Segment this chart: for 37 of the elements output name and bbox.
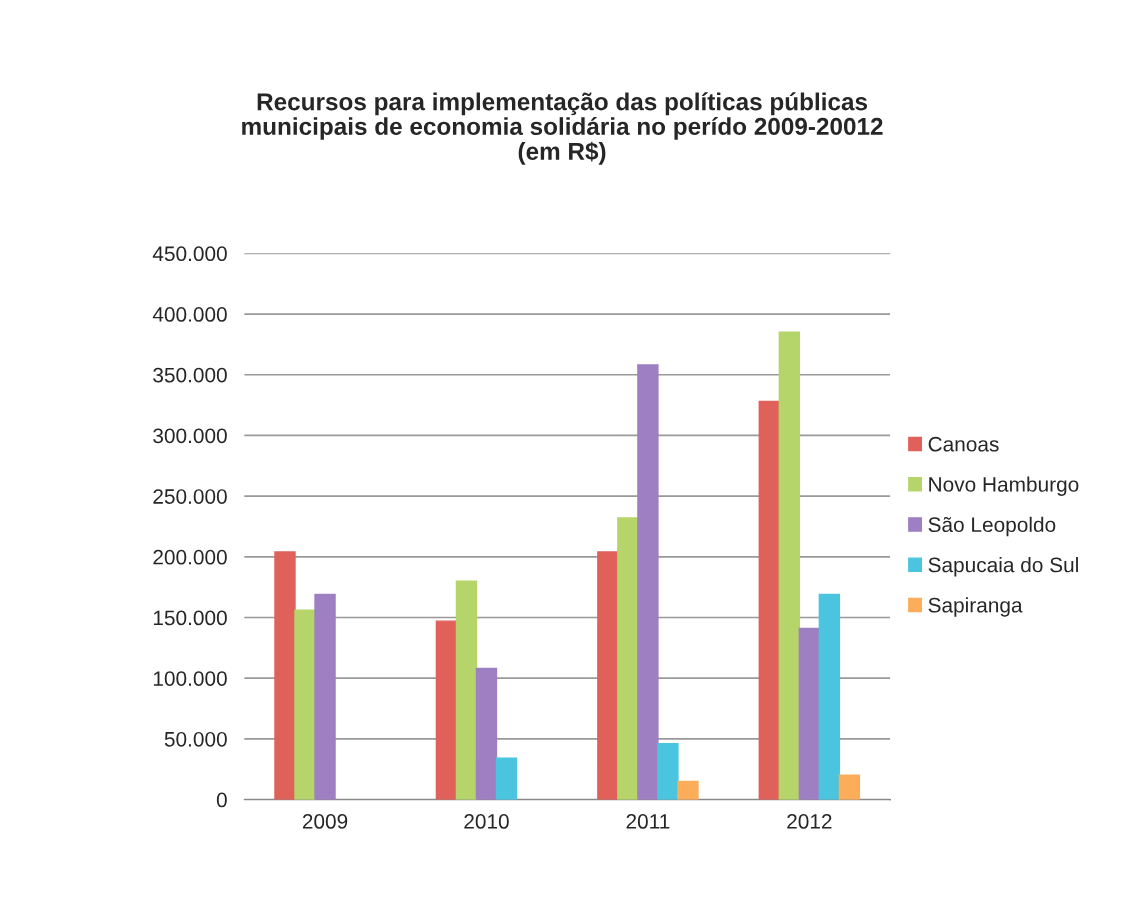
legend-label: Sapucaia do Sul <box>928 557 1078 577</box>
bar <box>758 400 781 800</box>
y-tick-label: 300.000 <box>153 428 227 444</box>
y-tick-label: 400.000 <box>152 307 227 322</box>
bar <box>294 609 316 800</box>
bar <box>274 551 296 800</box>
legend-label: Sapiranga <box>928 597 1023 617</box>
legend-label: São Leopoldo <box>928 516 1056 537</box>
y-tick-label: 50.000 <box>164 731 227 747</box>
chart-title: Recursos para implementação das políticas públicas municipais de economia solidária no perído 2009-20012 (em R$) <box>242 92 883 165</box>
bar <box>838 774 861 800</box>
x-tick-label: 2010 <box>464 814 509 829</box>
x-tick-label: 2009 <box>302 814 348 829</box>
y-tick-label: 0 <box>216 792 227 808</box>
y-tick-label: 450.000 <box>152 246 227 262</box>
bar <box>657 743 679 800</box>
x-tick-label: 2012 <box>787 814 832 829</box>
bar <box>495 757 518 800</box>
y-tick-label: 350.000 <box>153 367 227 383</box>
bar <box>475 667 498 800</box>
bar <box>818 593 841 800</box>
bar <box>314 593 336 800</box>
bar <box>778 331 801 800</box>
bar <box>677 780 699 800</box>
bar <box>435 620 458 800</box>
bar <box>798 627 821 800</box>
bar <box>597 551 619 800</box>
bar <box>637 364 659 800</box>
y-tick-label: 100.000 <box>153 671 227 686</box>
x-tick-label: 2011 <box>626 814 670 829</box>
y-tick-label: 250.000 <box>153 489 227 504</box>
bar <box>455 580 478 800</box>
bar <box>617 517 639 800</box>
legend-label: Canoas <box>928 436 999 452</box>
y-tick-label: 150.000 <box>153 610 227 626</box>
legend-label: Novo Hamburgo <box>929 476 1079 496</box>
y-tick-label: 200.000 <box>153 549 227 565</box>
